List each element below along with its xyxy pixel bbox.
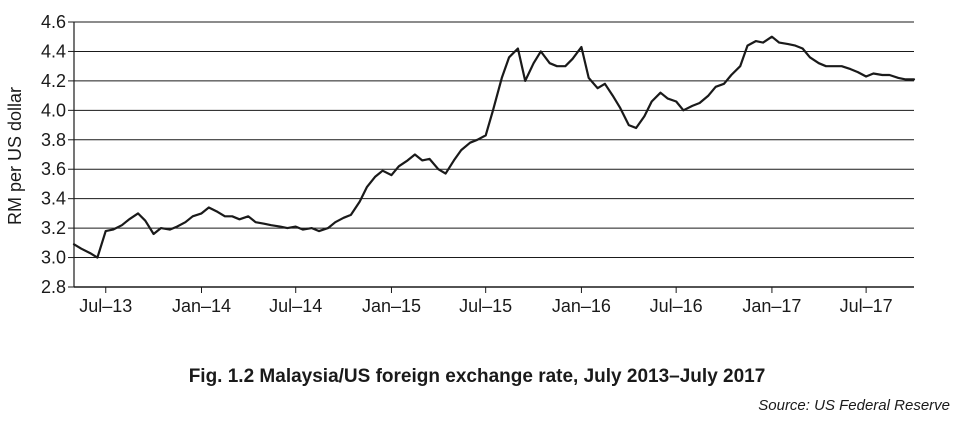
- y-tick-label: 4.4: [41, 41, 66, 61]
- y-tick-label: 4.0: [41, 100, 66, 120]
- x-tick-label: Jan–15: [362, 296, 421, 316]
- y-tick-label: 3.4: [41, 189, 66, 209]
- y-axis-title: RM per US dollar: [5, 87, 25, 225]
- y-tick-label: 3.2: [41, 218, 66, 238]
- x-tick-label: Jul–14: [269, 296, 322, 316]
- y-tick-label: 2.8: [41, 277, 66, 297]
- x-tick-label: Jul–15: [459, 296, 512, 316]
- x-axis: Jul–13 Jan–14 Jul–14 Jan–15 Jul–15 Jan–16 Jul–…: [79, 287, 893, 316]
- x-tick-label: Jul–16: [650, 296, 703, 316]
- y-tick-label: 3.0: [41, 248, 66, 268]
- x-tick-label: Jul–17: [840, 296, 893, 316]
- y-tick-label: 3.8: [41, 130, 66, 150]
- source-note: Source: US Federal Reserve: [758, 397, 950, 414]
- x-tick-label: Jan–16: [552, 296, 611, 316]
- exchange-rate-line: [72, 35, 916, 259]
- x-tick-label: Jan–17: [742, 296, 801, 316]
- x-tick-label: Jan–14: [172, 296, 231, 316]
- y-axis: 2.8 3.0 3.2 3.4 3.6 3.8 4.0 4.2 4.4 4.6: [41, 12, 75, 297]
- x-tick-label: Jul–13: [79, 296, 132, 316]
- y-tick-label: 4.6: [41, 12, 66, 32]
- y-tick-label: 3.6: [41, 159, 66, 179]
- gridlines: [74, 21, 914, 288]
- figure-caption: Fig. 1.2 Malaysia/US foreign exchange ra…: [188, 366, 766, 387]
- y-tick-label: 4.2: [41, 71, 66, 91]
- exchange-rate-chart: 2.8 3.0 3.2 3.4 3.6 3.8 4.0 4.2 4.4 4.6 Jul–13 Jan…: [5, 12, 916, 316]
